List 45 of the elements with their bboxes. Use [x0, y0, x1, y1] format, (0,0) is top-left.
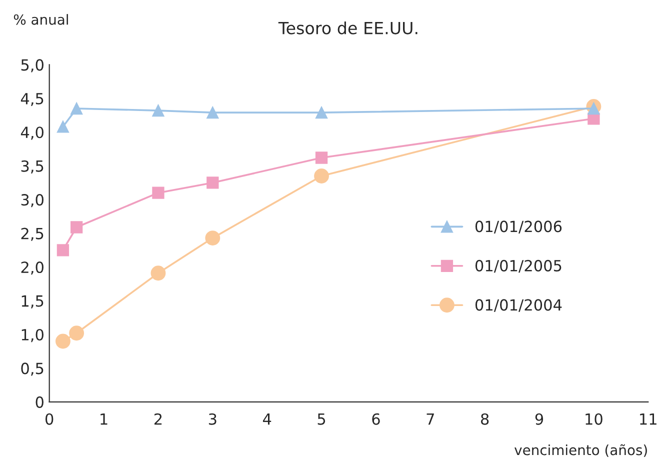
y-tick-label: 3,0	[21, 194, 44, 208]
x-tick-label: 4	[262, 414, 272, 425]
point	[150, 266, 166, 281]
y-tick-label: 2,5	[21, 228, 44, 241]
x-tick-label: 5	[318, 414, 326, 425]
legend-label: 01/01/2005	[475, 260, 562, 273]
y-tick-label: 5,0	[21, 59, 44, 72]
y-tick-label: 1,0	[22, 328, 44, 342]
point	[56, 120, 70, 133]
x-tick-label: 3	[208, 413, 216, 425]
x-tick-label: 9	[535, 413, 544, 425]
y-tick-label: 0,5	[21, 362, 44, 376]
point	[55, 334, 70, 349]
y-tick-label: 1,5	[22, 295, 44, 308]
y-tick-label: 4,5	[20, 93, 44, 106]
point	[206, 176, 219, 189]
point	[70, 102, 83, 115]
y-tick-label: 4,0	[20, 126, 44, 140]
x-tick-label: 7	[426, 414, 434, 425]
point	[56, 244, 70, 256]
x-tick-label: 10	[586, 413, 602, 425]
point	[69, 326, 84, 341]
point	[314, 168, 329, 184]
point	[152, 104, 164, 117]
x-axis-title: vencimiento (años)	[514, 444, 647, 457]
point	[152, 186, 164, 199]
y-tick-label: 2,0	[21, 262, 44, 275]
x-tick-label: 6	[372, 413, 380, 425]
point	[588, 102, 600, 115]
x-tick-label: 2	[154, 413, 162, 425]
point	[315, 106, 328, 119]
x-tick-label: 0	[45, 413, 54, 425]
point	[206, 106, 219, 119]
legend-label: 01/01/2004	[475, 299, 562, 312]
y-axis-title: % anual	[14, 14, 68, 25]
x-tick-label: 1	[100, 414, 108, 425]
legend-label: 01/01/2006	[475, 220, 562, 234]
point	[205, 230, 220, 246]
point	[70, 221, 83, 234]
y-tick-label: 3,5	[21, 160, 44, 174]
point	[315, 152, 328, 164]
y-tick-label: 0	[36, 396, 44, 408]
chart-title: Tesoro de EE.UU.	[278, 21, 418, 34]
x-tick-label: 11	[640, 414, 656, 425]
x-tick-label: 8	[481, 413, 489, 425]
